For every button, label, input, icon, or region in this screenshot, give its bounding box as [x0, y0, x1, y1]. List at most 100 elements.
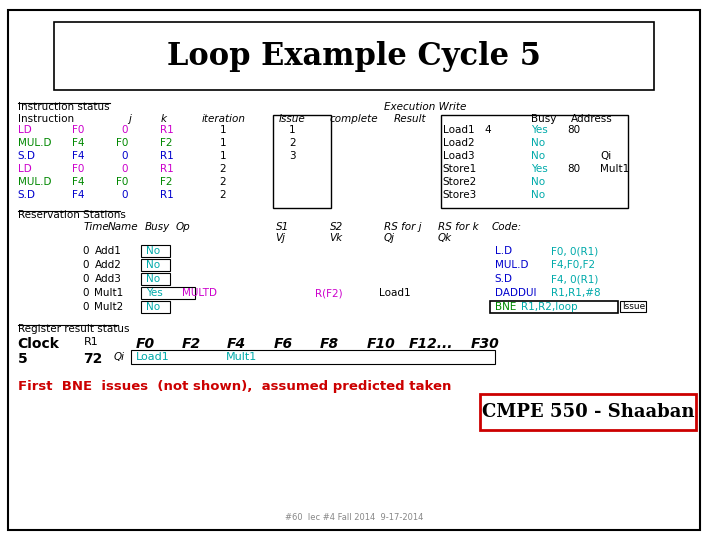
Text: Busy: Busy [531, 114, 557, 124]
Text: S2: S2 [330, 222, 343, 232]
Bar [140, 245, 170, 257]
Text: Name: Name [108, 222, 139, 232]
Text: F4: F4 [226, 337, 246, 351]
Text: Add2: Add2 [94, 260, 121, 270]
Bar [140, 301, 170, 313]
Text: 2: 2 [220, 177, 226, 187]
Text: No: No [145, 246, 160, 256]
Text: S.D: S.D [495, 274, 513, 284]
Text: Load1: Load1 [379, 288, 410, 298]
Text: 1: 1 [220, 125, 226, 135]
Text: Result: Result [394, 114, 426, 124]
Text: 2: 2 [220, 164, 226, 174]
Text: F4, 0(R1): F4, 0(R1) [551, 274, 598, 284]
Text: F0: F0 [72, 164, 84, 174]
Text: First  BNE  issues  (not shown),  assumed predicted taken: First BNE issues (not shown), assumed pr… [18, 380, 451, 393]
Text: MULTD: MULTD [182, 288, 217, 298]
Text: 4: 4 [484, 125, 490, 135]
Text: Mult1: Mult1 [94, 288, 124, 298]
Text: No: No [145, 302, 160, 312]
Text: F0: F0 [115, 138, 128, 148]
Text: Instruction: Instruction [18, 114, 74, 124]
Text: 0: 0 [122, 125, 128, 135]
Text: LD: LD [18, 125, 32, 135]
Text: Code:: Code: [492, 222, 522, 232]
Text: Add1: Add1 [94, 246, 121, 256]
Text: DADDUI: DADDUI [495, 288, 536, 298]
Text: 1: 1 [220, 151, 226, 161]
Text: Load2: Load2 [443, 138, 474, 148]
Text: F4: F4 [72, 190, 84, 200]
Bar [140, 273, 170, 285]
Text: Register result status: Register result status [18, 324, 129, 334]
Text: LD: LD [18, 164, 32, 174]
Text: Mult1: Mult1 [600, 164, 629, 174]
Text: Vj: Vj [276, 233, 285, 243]
Text: Vk: Vk [330, 233, 343, 243]
Text: F0: F0 [115, 177, 128, 187]
Text: 80: 80 [567, 164, 581, 174]
Text: R1: R1 [161, 164, 174, 174]
Text: 0: 0 [82, 288, 89, 298]
Text: #60  lec #4 Fall 2014  9-17-2014: #60 lec #4 Fall 2014 9-17-2014 [285, 513, 423, 522]
Text: Execution Write: Execution Write [384, 102, 466, 112]
Text: Clock: Clock [18, 337, 60, 351]
Text: BNE: BNE [495, 302, 516, 312]
Text: F12...: F12... [408, 337, 453, 351]
Text: Instruction status: Instruction status [18, 102, 109, 112]
Text: RS for j: RS for j [384, 222, 421, 232]
Text: iteration: iteration [202, 114, 246, 124]
Text: R1: R1 [161, 125, 174, 135]
Text: R1,R1,#8: R1,R1,#8 [551, 288, 600, 298]
Text: Issue: Issue [279, 114, 305, 124]
Text: S.D: S.D [18, 190, 36, 200]
Bar [54, 22, 654, 90]
Text: 1: 1 [220, 138, 226, 148]
Bar [441, 115, 628, 208]
Text: Qi: Qi [113, 352, 124, 362]
Text: 0: 0 [82, 246, 89, 256]
Text: R1: R1 [161, 151, 174, 161]
Text: MUL.D: MUL.D [18, 138, 51, 148]
Text: 0: 0 [82, 302, 89, 312]
Text: S1: S1 [276, 222, 289, 232]
Text: F2: F2 [182, 337, 201, 351]
Text: R(F2): R(F2) [315, 288, 343, 298]
Text: Reservation Stations: Reservation Stations [18, 210, 125, 220]
Text: Busy: Busy [145, 222, 170, 232]
Text: 2: 2 [289, 138, 295, 148]
Text: j: j [128, 114, 131, 124]
Text: MUL.D: MUL.D [18, 177, 51, 187]
Text: F4: F4 [72, 138, 84, 148]
Text: 0: 0 [122, 164, 128, 174]
Text: Qk: Qk [438, 233, 452, 243]
Text: F4: F4 [72, 177, 84, 187]
Bar [140, 287, 195, 299]
Text: MUL.D: MUL.D [495, 260, 528, 270]
Text: R1,R2,loop: R1,R2,loop [521, 302, 578, 312]
Text: No: No [145, 260, 160, 270]
Text: No: No [145, 274, 160, 284]
Text: L.D: L.D [495, 246, 512, 256]
Text: No: No [531, 151, 545, 161]
Text: 72: 72 [84, 352, 103, 366]
Text: F0, 0(R1): F0, 0(R1) [551, 246, 598, 256]
Text: 0: 0 [122, 151, 128, 161]
Text: Loop Example Cycle 5: Loop Example Cycle 5 [167, 40, 541, 71]
Text: F4,F0,F2: F4,F0,F2 [551, 260, 595, 270]
Text: Yes: Yes [531, 164, 548, 174]
Text: Op: Op [175, 222, 190, 232]
Text: F30: F30 [470, 337, 499, 351]
Bar [274, 115, 330, 208]
Text: F6: F6 [274, 337, 292, 351]
Text: Yes: Yes [145, 288, 162, 298]
Text: Mult2: Mult2 [94, 302, 124, 312]
Text: No: No [531, 190, 545, 200]
Text: R1: R1 [161, 190, 174, 200]
Text: 80: 80 [567, 125, 581, 135]
Text: 0: 0 [82, 274, 89, 284]
Text: 1: 1 [289, 125, 295, 135]
Text: Qi: Qi [600, 151, 611, 161]
Text: Store1: Store1 [443, 164, 477, 174]
FancyBboxPatch shape [480, 394, 696, 430]
